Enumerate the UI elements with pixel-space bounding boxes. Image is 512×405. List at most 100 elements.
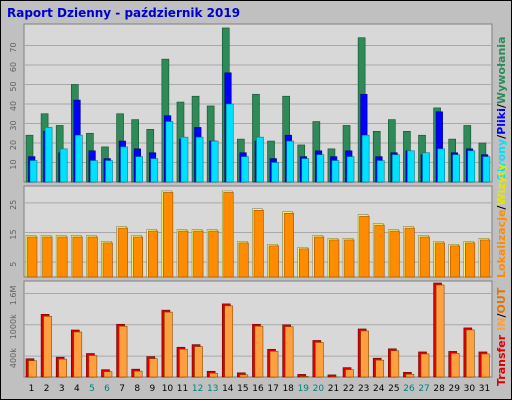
- bar-lokalizacje: [329, 240, 339, 277]
- bar-transfer-in: [391, 351, 399, 377]
- legend-in: IN: [495, 317, 508, 330]
- legend-transfer-label: Transfer: [495, 334, 508, 386]
- bar-transfer-in: [119, 326, 127, 377]
- bar-strony: [226, 104, 233, 182]
- bar-lokalizacje: [73, 237, 83, 277]
- bar-strony: [317, 155, 324, 182]
- day-label: 2: [44, 384, 50, 394]
- y-tick-label: 1000k: [9, 314, 18, 339]
- bar-lokalizacje: [43, 237, 53, 277]
- day-label: 24: [373, 384, 385, 394]
- bar-strony: [211, 141, 218, 182]
- legend-pliki: Pliki: [495, 108, 508, 135]
- bar-transfer-in: [300, 376, 308, 377]
- bar-strony: [272, 163, 279, 183]
- legend-out: OUT: [495, 287, 508, 313]
- bar-lokalizacje: [420, 237, 430, 277]
- day-label: 12: [192, 384, 203, 394]
- legend-hits-files-pages: Strony/Pliki/Wywołania: [495, 37, 508, 181]
- bar-transfer-in: [149, 359, 157, 377]
- bar-strony: [453, 155, 460, 182]
- day-label: 31: [479, 384, 490, 394]
- bar-strony: [332, 161, 339, 182]
- bar-strony: [196, 137, 203, 182]
- bar-lokalizacje: [450, 246, 460, 277]
- bar-transfer-in: [29, 361, 37, 377]
- bar-lokalizacje: [435, 243, 445, 277]
- day-label: 19: [298, 384, 310, 394]
- day-label: 16: [252, 384, 264, 394]
- day-label: 7: [119, 384, 125, 394]
- bar-strony: [90, 161, 97, 182]
- bar-strony: [392, 155, 399, 182]
- y-tick-label: 400k: [9, 348, 18, 368]
- bar-lokalizacje: [88, 237, 98, 277]
- bar-strony: [438, 149, 445, 182]
- day-label: 25: [388, 384, 399, 394]
- bar-lokalizacje: [118, 228, 128, 277]
- bar-strony: [105, 161, 112, 182]
- bar-lokalizacje: [314, 237, 324, 277]
- bar-transfer-in: [59, 359, 67, 377]
- bar-transfer-in: [406, 374, 414, 377]
- bar-transfer-in: [104, 372, 112, 377]
- y-tick-label: 70: [9, 42, 18, 52]
- day-label: 5: [89, 384, 95, 394]
- bar-strony: [166, 122, 173, 182]
- day-label: 18: [282, 384, 294, 394]
- bar-transfer-in: [285, 327, 293, 377]
- bar-strony: [468, 151, 475, 182]
- bar-transfer-in: [346, 370, 354, 377]
- day-label: 15: [237, 384, 248, 394]
- bar-strony: [151, 159, 158, 182]
- legend-lokalizacje: Lokalizacje: [495, 210, 508, 278]
- bar-transfer-in: [255, 326, 263, 377]
- y-tick-label: 60: [9, 62, 18, 72]
- bar-strony: [302, 159, 309, 182]
- report-title: Raport Dzienny - październik 2019: [7, 6, 240, 20]
- y-tick-label: 1.6M: [9, 286, 18, 306]
- bar-transfer-in: [164, 312, 172, 377]
- y-tick-label: 5: [9, 262, 18, 267]
- bar-strony: [407, 151, 414, 182]
- bar-strony: [241, 157, 248, 182]
- bar-lokalizacje: [103, 243, 113, 277]
- bar-transfer-in: [481, 354, 489, 377]
- bar-lokalizacje: [405, 228, 415, 277]
- legend-visits-sites: Lokalizacje/Wizyty: [495, 164, 508, 278]
- bar-lokalizacje: [239, 243, 249, 277]
- bar-transfer-in: [225, 306, 233, 377]
- bar-strony: [30, 161, 37, 182]
- bar-transfer-in: [361, 331, 369, 377]
- bar-transfer-in: [210, 373, 218, 377]
- bar-strony: [181, 137, 188, 182]
- bar-transfer-in: [315, 342, 323, 377]
- bar-lokalizacje: [375, 225, 385, 277]
- bar-lokalizacje: [133, 237, 143, 277]
- bar-lokalizacje: [209, 231, 219, 277]
- day-label: 13: [207, 384, 218, 394]
- day-label: 20: [313, 384, 325, 394]
- day-label: 23: [358, 384, 369, 394]
- day-label: 29: [449, 384, 461, 394]
- bar-lokalizacje: [480, 240, 490, 277]
- y-tick-label: 50: [9, 81, 18, 91]
- day-label: 22: [343, 384, 354, 394]
- bar-lokalizacje: [28, 237, 38, 277]
- bar-lokalizacje: [345, 240, 355, 277]
- y-tick-label: 20: [9, 140, 18, 150]
- day-label: 26: [403, 384, 415, 394]
- legend-wywolania: Wywołania: [495, 37, 508, 105]
- bar-lokalizacje: [390, 231, 400, 277]
- bar-lokalizacje: [58, 237, 68, 277]
- bar-lokalizacje: [360, 216, 370, 277]
- bar-lokalizacje: [224, 192, 234, 277]
- day-label: 1: [29, 384, 35, 394]
- y-tick-label: 40: [9, 101, 18, 111]
- bar-transfer-in: [134, 371, 142, 377]
- bar-lokalizacje: [465, 243, 475, 277]
- bar-lokalizacje: [299, 249, 309, 277]
- y-tick-label: 10: [9, 159, 18, 169]
